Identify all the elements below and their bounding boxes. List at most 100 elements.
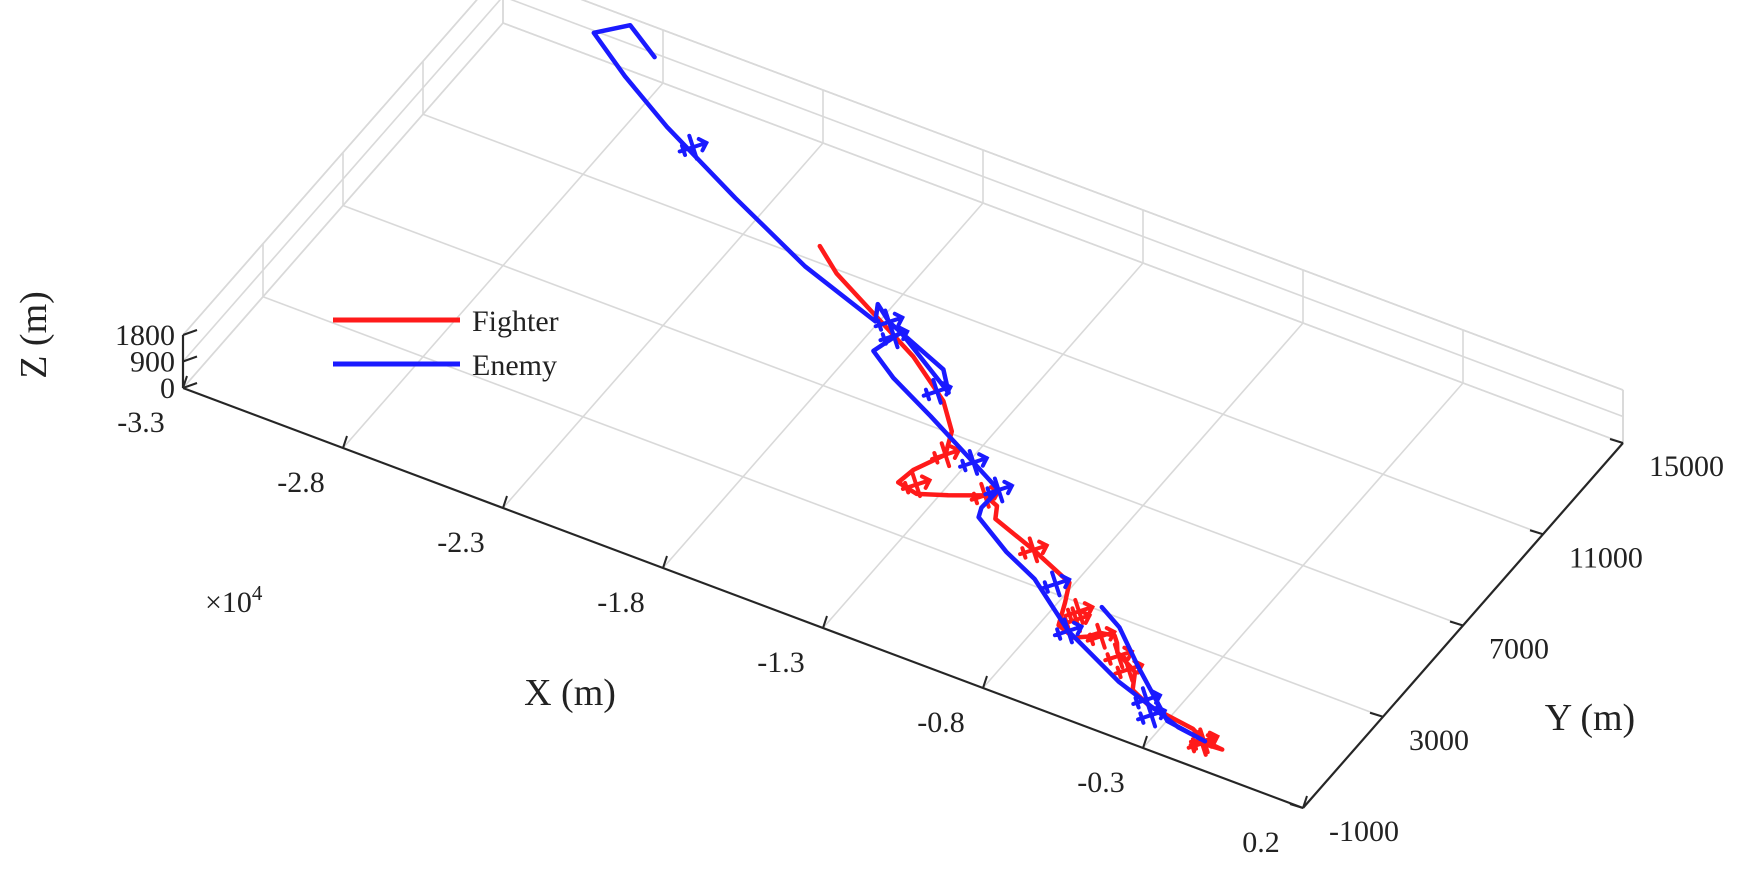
aircraft-marker [1085,622,1118,650]
aircraft-shape [900,471,933,499]
y-tick-mark [1369,711,1384,718]
aircraft-shape [1113,655,1145,683]
x-tick-mark [502,495,508,509]
aircraft-marker [873,308,906,336]
aircraft-shape [1131,686,1163,714]
aircraft-marker [1131,686,1163,714]
data-point [995,504,999,508]
aircraft-shape [1085,622,1118,650]
aircraft-shape [873,308,906,336]
y-tick-mark [1289,803,1304,809]
x-exponent-label: ×104 [205,581,263,619]
aircraft-marker [1060,606,1093,634]
data-point [818,244,822,248]
x-tick-mark [342,435,348,449]
box-edge-top-back [580,0,1624,391]
aircraft-marker [1018,536,1050,564]
legend-label-enemy: Enemy [472,349,557,382]
aircraft-marker [1040,570,1072,598]
aircraft-shape [1060,606,1093,634]
data-point [1117,625,1121,629]
data-point [1203,739,1207,743]
aircraft-shape [1063,597,1096,625]
data-point [871,349,876,353]
aircraft-shape [958,449,990,476]
aircraft-marker [1052,617,1085,645]
data-point [665,125,669,129]
x-tick-label: -1.3 [757,646,805,679]
data-point [1033,577,1037,581]
aircraft-shape [677,133,710,161]
data-point [623,74,627,78]
aircraft-shape [1040,570,1072,598]
aircraft-shape [921,377,954,405]
aircraft-shape [1186,730,1219,757]
x-tick-mark [822,615,828,629]
data-point [993,517,998,521]
y-tick-label: 7000 [1489,633,1549,666]
y-tick-mark [1449,620,1464,627]
aircraft-shape [878,322,910,350]
data-point [979,506,984,510]
x-axis-line [182,386,1304,810]
aircraft-marker [900,471,933,499]
data-point [1117,680,1121,684]
data-point [1176,725,1180,729]
x-tick-mark [662,555,668,569]
series-enemy [591,22,1208,744]
grid-line-leftwall-z [182,0,501,363]
x-axis-label: X (m) [524,672,616,714]
data-point [1100,605,1104,609]
data-point [803,264,807,268]
y-tick-label: 3000 [1409,724,1469,757]
x-tick-label: 0.2 [1242,826,1280,859]
z-tick-label: 900 [130,346,175,379]
y-tick-mark [1529,529,1544,536]
aircraft-shape [1018,536,1050,564]
z-tick-mark [182,382,198,389]
x-tick-mark [182,375,188,389]
data-point [1191,727,1195,731]
aircraft-marker [1136,701,1168,729]
grid-line-backwall-z [510,0,1624,418]
grid-line-leftwall-z [182,22,504,389]
aircraft-marker [1113,655,1145,683]
x-tick-label: -0.3 [1077,766,1125,799]
y-tick-label: 11000 [1569,541,1643,574]
z-tick-label: 1800 [115,319,175,352]
x-tick-label: -3.3 [117,406,165,439]
data-point [1165,719,1169,723]
data-point [896,480,900,484]
data-point [946,493,950,497]
aircraft-marker [1186,730,1219,757]
data-point [876,302,880,306]
data-point [1085,635,1089,639]
grid-line-y [342,204,1464,627]
z-tick-mark [182,355,198,363]
z-axis-label: Z (m) [13,291,55,379]
y-tick-mark [1609,438,1624,444]
data-point [891,376,896,380]
grid-line-y [422,113,1544,535]
data-point [1057,623,1061,627]
grid-line-y [262,296,1384,718]
x-tick-label: -2.3 [437,526,485,559]
x-tick-label: -1.8 [597,586,645,619]
data-point [1220,747,1224,752]
series-layer [591,22,1225,757]
aircraft-shape [930,441,962,469]
data-point [950,429,954,433]
data-point [1049,603,1053,607]
data-point [1004,550,1008,554]
x-tick-label: -2.8 [277,466,325,499]
aircraft-marker [921,377,954,405]
data-point [628,23,632,27]
aircraft-shape [1103,642,1135,670]
data-point [1063,601,1067,605]
tick-labels: -3.3 -2.8 -2.3 -1.8 -1.3 -0.8 -0.3 0.2 -1000 3000… [115,319,1724,859]
data-point [1136,664,1140,668]
aircraft-marker [930,441,962,469]
back-panels [182,0,1624,443]
data-point [929,414,933,418]
